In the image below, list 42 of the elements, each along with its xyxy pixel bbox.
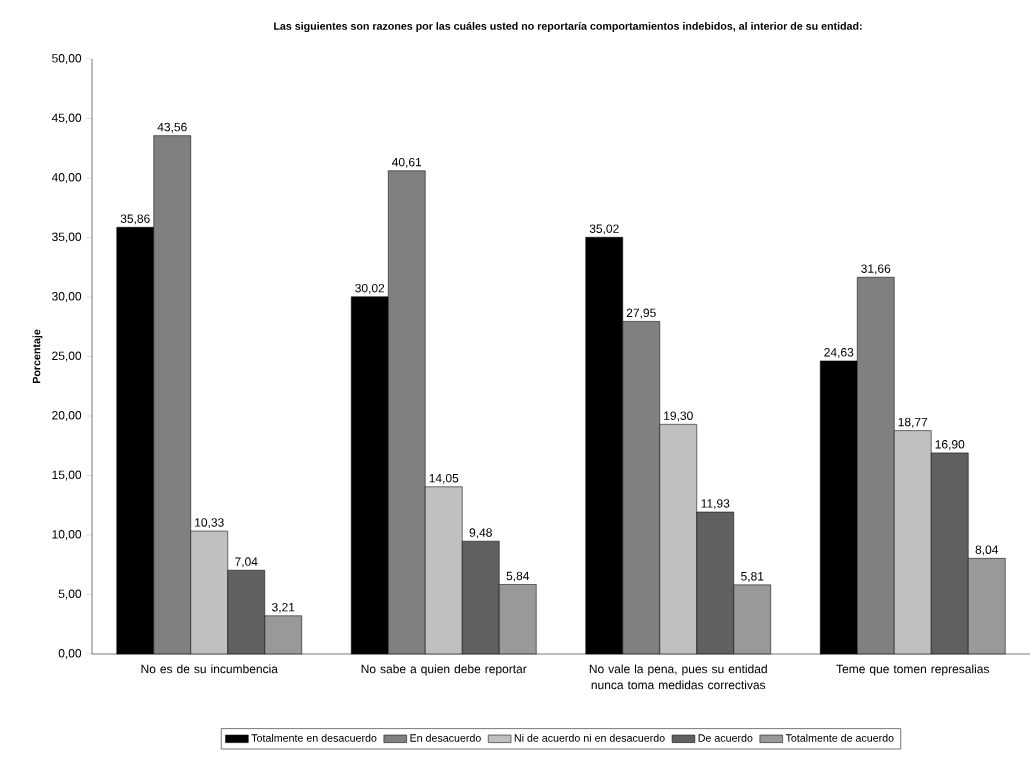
- chart-title: Las siguientes son razones por las cuáles usted no reportaría comportamientos indebidos, al interior de su entidad:: [274, 21, 862, 33]
- data-label: 7,04: [235, 557, 258, 568]
- data-label: 16,90: [935, 440, 965, 450]
- data-label: 43,56: [157, 122, 187, 133]
- data-label: 31,66: [861, 264, 891, 275]
- data-label: 35,02: [589, 224, 619, 235]
- y-tick-label: 0,00: [58, 649, 82, 659]
- legend-label: De acuerdo: [698, 733, 753, 742]
- y-tick-label: 40,00: [51, 173, 82, 183]
- data-label: 19,30: [664, 411, 693, 422]
- data-label: 27,95: [626, 308, 656, 319]
- data-label: 8,04: [975, 545, 999, 556]
- data-label: 30,02: [355, 283, 385, 294]
- y-tick-label: 30,00: [52, 292, 82, 302]
- x-tick-label: No sabe a quien debe reportar: [361, 664, 527, 676]
- y-axis-title: Porcentaje: [32, 329, 43, 384]
- x-tick-label: Teme que tomen represalias: [836, 664, 989, 676]
- y-tick-label: 25,00: [52, 351, 82, 362]
- legend-label: Ni de acuerdo ni en desacuerdo: [514, 733, 665, 742]
- data-label: 5,84: [506, 571, 530, 582]
- data-label: 35,86: [120, 214, 150, 225]
- legend-label: Totalmente en desacuerdo: [251, 733, 377, 742]
- data-label: 5,81: [741, 571, 764, 582]
- y-tick-label: 15,00: [52, 470, 82, 481]
- x-tick-label: No vale la pena, pues su entidad nunca toma medidas correctivas: [589, 664, 767, 690]
- data-label: 11,93: [701, 499, 730, 510]
- x-tick-label: No es de su incumbencia: [141, 664, 278, 674]
- data-label: 9,48: [469, 528, 492, 539]
- data-label: 18,77: [898, 417, 928, 428]
- data-label: 10,33: [195, 518, 224, 529]
- legend-label: En desacuerdo: [410, 733, 481, 742]
- y-tick-label: 35,00: [52, 232, 82, 243]
- data-label: 3,21: [272, 602, 295, 613]
- y-tick-label: 45,00: [51, 113, 82, 124]
- data-label: 14,05: [429, 473, 459, 484]
- y-tick-label: 20,00: [52, 411, 82, 421]
- legend-label: Totalmente de acuerdo: [785, 733, 894, 742]
- y-tick-label: 50,00: [52, 54, 82, 64]
- y-tick-label: 10,00: [52, 530, 82, 540]
- y-tick-label: 5,00: [58, 589, 82, 600]
- data-label: 24,63: [824, 348, 854, 358]
- data-label: 40,61: [392, 157, 422, 168]
